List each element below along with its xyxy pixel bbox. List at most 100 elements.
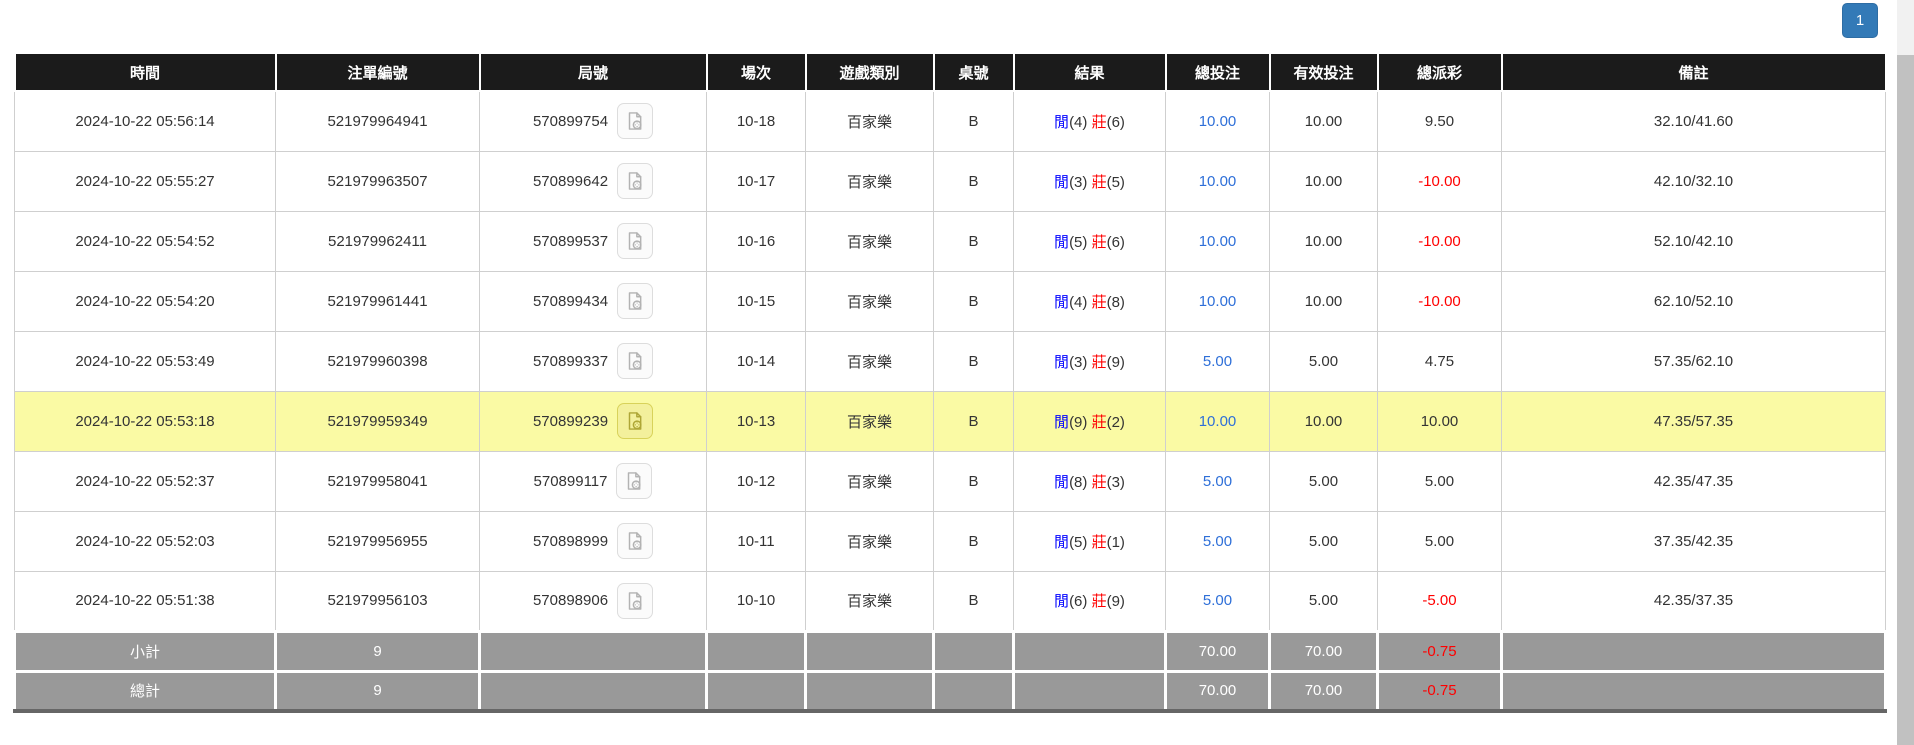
col-header-payout: 總派彩 (1376, 52, 1503, 92)
round-video-button[interactable] (617, 223, 654, 259)
cell-bet-id: 521979958041 (275, 450, 480, 512)
cell-remark: 37.35/42.35 (1501, 510, 1886, 572)
video-replay-icon (628, 412, 642, 430)
table-row: 2024-10-22 05:54:20 521979961441 5708994… (14, 270, 1886, 332)
total-bet-link[interactable]: 10.00 (1198, 112, 1237, 130)
total-bet-link[interactable]: 10.00 (1198, 412, 1237, 430)
cell-game-type: 百家樂 (805, 330, 934, 392)
total-row: 總計 9 70.00 70.00 -0.75 (13, 669, 1887, 713)
cell-session: 10-12 (706, 450, 806, 512)
video-replay-icon (628, 472, 642, 490)
total-total-bet: 70.00 (1164, 669, 1271, 713)
cell-total-bet: 5.00 (1165, 510, 1270, 572)
video-replay-icon (628, 292, 642, 310)
cell-table-no: B (933, 510, 1014, 572)
cell-game-type: 百家樂 (805, 210, 934, 272)
total-bet-link[interactable]: 10.00 (1198, 172, 1237, 190)
cell-total-bet: 10.00 (1165, 90, 1270, 152)
cell-total-bet: 10.00 (1165, 390, 1270, 452)
round-id-text: 570899337 (532, 352, 609, 370)
cell-total-bet: 10.00 (1165, 150, 1270, 212)
total-bet-link[interactable]: 5.00 (1202, 472, 1233, 490)
cell-time: 2024-10-22 05:54:52 (14, 210, 276, 272)
cell-table-no: B (933, 450, 1014, 512)
result-player-score: (9) (1069, 413, 1088, 431)
cell-valid-bet: 10.00 (1269, 150, 1378, 212)
result-banker-label: 莊 (1091, 293, 1107, 311)
result-player-label: 閒 (1054, 173, 1070, 191)
result-banker-score: (2) (1106, 413, 1125, 431)
cell-valid-bet: 10.00 (1269, 210, 1378, 272)
table-row: 2024-10-22 05:52:03 521979956955 5708989… (14, 510, 1886, 572)
result-player-label: 閒 (1054, 473, 1070, 491)
cell-round-id: 570898999 (479, 510, 707, 572)
subtotal-valid-bet: 70.00 (1268, 629, 1379, 673)
vertical-scrollbar[interactable] (1897, 0, 1914, 745)
col-header-result: 結果 (1012, 52, 1167, 92)
table-row: 2024-10-22 05:55:27 521979963507 5708996… (14, 150, 1886, 212)
round-video-button[interactable] (617, 283, 654, 319)
cell-time: 2024-10-22 05:54:20 (14, 270, 276, 332)
total-payout: -0.75 (1376, 669, 1503, 713)
subtotal-row: 小計 9 70.00 70.00 -0.75 (13, 629, 1887, 673)
result-player-score: (4) (1069, 113, 1088, 131)
round-video-button[interactable] (617, 523, 654, 559)
table-row: 2024-10-22 05:54:52 521979962411 5708995… (14, 210, 1886, 272)
subtotal-label: 小計 (13, 629, 277, 673)
round-video-button[interactable] (617, 163, 654, 199)
result-banker-score: (1) (1106, 533, 1125, 551)
result-player-label: 閒 (1054, 533, 1070, 551)
cell-round-id: 570899642 (479, 150, 707, 212)
col-header-table-no: 桌號 (932, 52, 1015, 92)
cell-round-id: 570899337 (479, 330, 707, 392)
round-video-button[interactable] (617, 582, 654, 619)
cell-result: 閒(8) 莊(3) (1013, 450, 1166, 512)
result-player-label: 閒 (1054, 353, 1070, 371)
round-video-button[interactable] (617, 343, 654, 379)
result-banker-score: (6) (1106, 113, 1125, 131)
round-id-text: 570898999 (532, 532, 609, 550)
cell-remark: 57.35/62.10 (1501, 330, 1886, 392)
total-bet-link[interactable]: 10.00 (1198, 232, 1237, 250)
cell-result: 閒(4) 莊(6) (1013, 90, 1166, 152)
cell-result: 閒(4) 莊(8) (1013, 270, 1166, 332)
cell-payout: 5.00 (1377, 510, 1502, 572)
cell-session: 10-11 (706, 510, 806, 572)
cell-valid-bet: 5.00 (1269, 510, 1378, 572)
cell-time: 2024-10-22 05:53:49 (14, 330, 276, 392)
cell-bet-id: 521979963507 (275, 150, 480, 212)
result-banker-label: 莊 (1091, 473, 1107, 491)
result-banker-score: (6) (1106, 233, 1125, 251)
pagination-page-1[interactable]: 1 (1842, 3, 1878, 38)
cell-bet-id: 521979960398 (275, 330, 480, 392)
total-bet-link[interactable]: 10.00 (1198, 292, 1237, 310)
subtotal-count: 9 (274, 629, 481, 673)
cell-valid-bet: 10.00 (1269, 270, 1378, 332)
cell-bet-id: 521979959349 (275, 390, 480, 452)
cell-session: 10-14 (706, 330, 806, 392)
round-video-button[interactable] (617, 103, 654, 140)
cell-payout: 10.00 (1377, 390, 1502, 452)
total-bet-link[interactable]: 5.00 (1202, 352, 1233, 370)
cell-payout: 5.00 (1377, 450, 1502, 512)
cell-game-type: 百家樂 (805, 90, 934, 152)
cell-bet-id: 521979956955 (275, 510, 480, 572)
round-video-button[interactable] (617, 403, 654, 439)
cell-total-bet: 10.00 (1165, 270, 1270, 332)
scrollbar-thumb[interactable] (1897, 55, 1914, 745)
cell-valid-bet: 5.00 (1269, 330, 1378, 392)
col-header-session: 場次 (705, 52, 807, 92)
table-row: 2024-10-22 05:53:18 521979959349 5708992… (14, 390, 1886, 452)
result-banker-score: (9) (1106, 353, 1125, 371)
cell-time: 2024-10-22 05:52:37 (14, 450, 276, 512)
round-id-text: 570898906 (532, 592, 609, 609)
video-replay-icon (628, 172, 642, 190)
round-video-button[interactable] (616, 463, 653, 499)
total-bet-link[interactable]: 5.00 (1202, 592, 1233, 609)
video-replay-icon (628, 112, 642, 131)
header-row: 時間 注單編號 局號 場次 遊戲類別 桌號 結果 總投注 有效投注 總派彩 備註 (13, 52, 1887, 92)
col-header-remark: 備註 (1500, 52, 1887, 92)
cell-session: 10-18 (706, 90, 806, 152)
total-bet-link[interactable]: 5.00 (1202, 532, 1233, 550)
total-label: 總計 (13, 669, 277, 713)
